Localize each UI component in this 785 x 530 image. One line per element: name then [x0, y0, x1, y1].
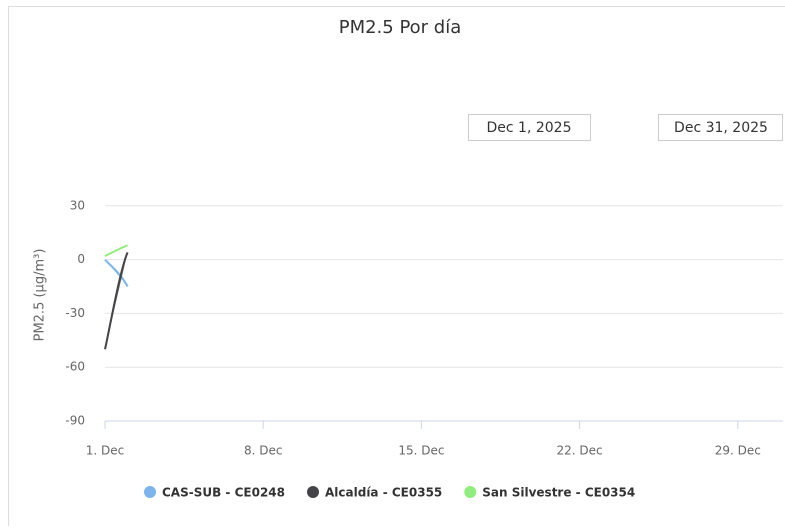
legend-marker	[464, 486, 476, 498]
x-tick-label: 29. Dec	[715, 444, 761, 458]
legend-marker	[144, 486, 156, 498]
y-tick-label: -60	[65, 360, 85, 374]
x-tick-label: 15. Dec	[398, 444, 444, 458]
legend-marker	[307, 486, 319, 498]
range-to-text[interactable]: Dec 31, 2025	[674, 120, 768, 136]
chart-frame	[9, 7, 785, 527]
y-tick-label: 30	[70, 198, 85, 212]
x-tick-label: 1. Dec	[86, 444, 124, 458]
legend-label[interactable]: San Silvestre - CE0354	[482, 486, 635, 500]
x-tick-label: 22. Dec	[557, 444, 603, 458]
range-from-text[interactable]: Dec 1, 2025	[487, 120, 572, 136]
legend-label[interactable]: Alcaldía - CE0355	[325, 486, 442, 500]
y-tick-label: 0	[77, 252, 85, 266]
chart-title: PM2.5 Por día	[339, 17, 462, 38]
legend-label[interactable]: CAS-SUB - CE0248	[162, 486, 285, 500]
x-tick-label: 8. Dec	[244, 444, 282, 458]
y-tick-label: -30	[65, 306, 85, 320]
y-axis-title: PM2.5 (µg/m³)	[33, 249, 48, 342]
y-tick-label: -90	[65, 414, 85, 428]
